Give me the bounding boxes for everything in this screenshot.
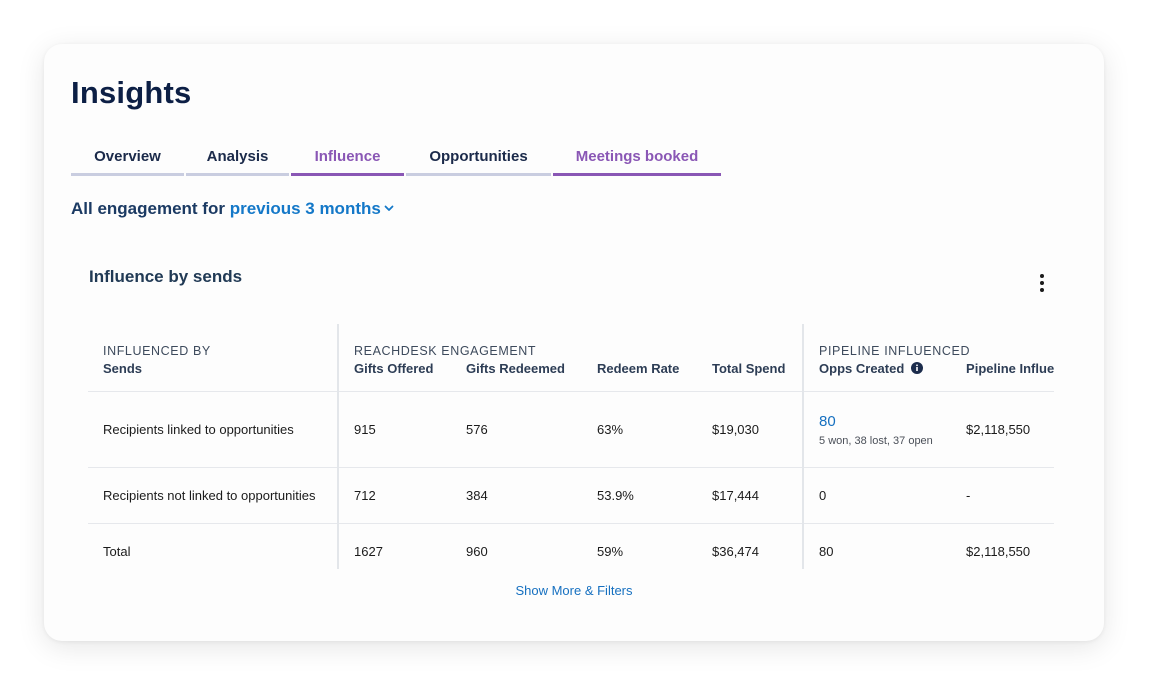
col-header-redeem-rate: Redeem Rate	[582, 358, 697, 392]
row-label: Total	[88, 523, 339, 569]
kebab-menu-icon[interactable]	[1032, 272, 1052, 294]
total-spend-cell: $19,030	[697, 391, 805, 468]
gifts-offered-cell: 712	[338, 467, 451, 524]
tab-opportunities[interactable]: Opportunities	[405, 140, 552, 176]
gifts-redeemed-cell: 960	[451, 523, 582, 569]
redeem-rate-cell: 63%	[582, 391, 697, 468]
redeem-rate-cell: 59%	[582, 523, 697, 569]
pipeline-cell: $2,118,550	[951, 523, 1054, 569]
pipeline-cell: -	[951, 467, 1054, 524]
opps-created-cell: 80	[803, 523, 952, 569]
chevron-down-icon	[384, 205, 394, 211]
tab-meetings-booked[interactable]: Meetings booked	[552, 140, 722, 176]
engagement-filter: All engagement for previous 3 months	[71, 199, 394, 219]
info-icon[interactable]	[911, 362, 924, 375]
gifts-offered-cell: 915	[338, 391, 451, 468]
group-header-engagement: REACHDESK ENGAGEMENT	[338, 324, 805, 358]
col-header-sends: Sends	[88, 358, 339, 392]
table-row: Recipients linked to opportunities 915 5…	[88, 391, 1054, 468]
tab-overview[interactable]: Overview	[70, 140, 185, 176]
group-header-influenced-by: INFLUENCED BY	[88, 324, 339, 358]
section-title: Influence by sends	[89, 267, 243, 286]
col-header-gifts-redeemed: Gifts Redeemed	[451, 358, 582, 392]
total-spend-cell: $17,444	[697, 467, 805, 524]
page-title: Insights	[71, 75, 192, 110]
period-dropdown[interactable]: previous 3 months	[230, 199, 394, 218]
show-more-filters-link[interactable]: Show More & Filters	[515, 583, 633, 598]
gifts-offered-cell: 1627	[338, 523, 451, 569]
opps-breakdown: 5 won, 38 lost, 37 open	[819, 434, 933, 447]
opps-created-cell: 0	[803, 467, 952, 524]
row-label: Recipients not linked to opportunities	[88, 467, 339, 524]
table-row: Recipients not linked to opportunities 7…	[88, 467, 1054, 524]
influence-table-container[interactable]: INFLUENCED BY REACHDESK ENGAGEMENT PIPEL…	[88, 324, 1054, 569]
insights-card: Insights Overview Analysis Influence Opp…	[44, 44, 1104, 641]
influence-table: INFLUENCED BY REACHDESK ENGAGEMENT PIPEL…	[88, 324, 1054, 569]
tab-analysis[interactable]: Analysis	[185, 140, 290, 176]
gifts-redeemed-cell: 576	[451, 391, 582, 468]
group-header-pipeline: PIPELINE INFLUENCED	[819, 344, 971, 358]
total-spend-cell: $36,474	[697, 523, 805, 569]
col-header-total-spend: Total Spend	[697, 358, 805, 392]
col-header-opps-created: Opps Created	[803, 358, 952, 392]
gifts-redeemed-cell: 384	[451, 467, 582, 524]
opps-created-label: Opps Created	[819, 361, 905, 376]
table-row-total: Total 1627 960 59% $36,474 80 $2,118,550	[88, 523, 1054, 569]
tab-bar: Overview Analysis Influence Opportunitie…	[70, 140, 722, 176]
opps-created-cell: 80 5 won, 38 lost, 37 open	[803, 391, 952, 468]
row-label: Recipients linked to opportunities	[88, 391, 339, 468]
redeem-rate-cell: 53.9%	[582, 467, 697, 524]
col-header-gifts-offered: Gifts Offered	[338, 358, 451, 392]
pipeline-cell: $2,118,550	[951, 391, 1054, 468]
opps-created-link[interactable]: 80	[819, 412, 836, 430]
period-label: previous 3 months	[229, 199, 381, 218]
tab-influence[interactable]: Influence	[290, 140, 405, 176]
filter-prefix: All engagement for	[71, 199, 230, 218]
col-header-pipeline-influenced: Pipeline Influenced	[951, 358, 1054, 392]
